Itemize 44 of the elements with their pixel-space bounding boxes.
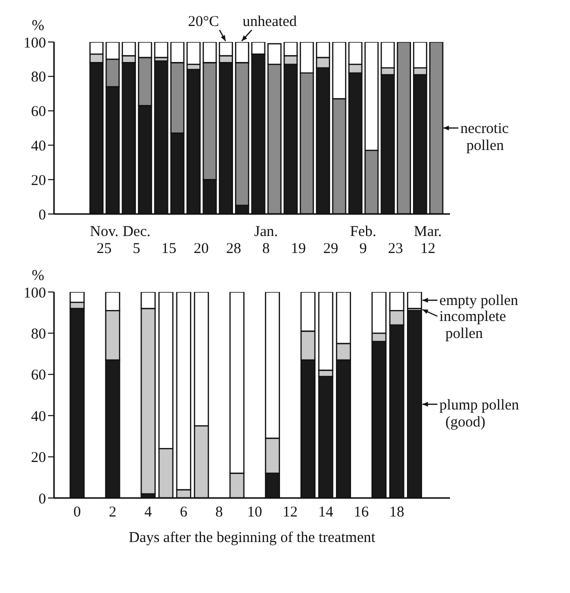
y-tick-label: 100 — [24, 285, 46, 302]
x-tick-label: 29 — [323, 241, 338, 257]
series-label: necrotic pollen — [460, 121, 510, 154]
bar — [154, 42, 168, 58]
x-tick-label: Mar. 12 — [414, 224, 442, 257]
x-axis-title: Days after the beginning of the treatment — [128, 530, 376, 546]
y-tick-label: 20 — [31, 172, 46, 189]
x-tick-label: 4 — [144, 504, 152, 521]
y-tick-label: 40 — [31, 138, 46, 155]
y-axis-title: % — [32, 268, 44, 284]
y-tick-label: 60 — [31, 368, 46, 384]
x-tick-label: 23 — [388, 241, 403, 257]
y-tick-label: 0 — [38, 491, 46, 508]
y-tick-label: 40 — [31, 408, 46, 425]
x-tick-label: Dec. 5 — [122, 224, 150, 257]
y-tick-label: 80 — [31, 326, 46, 343]
x-tick-label: 10 — [247, 504, 262, 521]
x-tick-label: Feb. 9 — [350, 224, 376, 257]
x-tick-label: 12 — [282, 504, 298, 521]
legend-label: plump pollen (good) — [439, 397, 520, 430]
x-tick-label: 19 — [290, 241, 306, 257]
x-tick-label: Jan. 8 — [254, 224, 278, 257]
x-tick-label: 6 — [180, 504, 188, 521]
bar — [407, 292, 422, 310]
y-tick-label: 20 — [31, 450, 46, 466]
x-tick-label: 18 — [389, 504, 404, 521]
x-tick-label: 20 — [194, 241, 209, 257]
y-tick-label: 80 — [31, 70, 46, 86]
legend-label: incomplete pollen — [439, 309, 506, 342]
y-tick-label: 60 — [31, 104, 46, 120]
x-tick-label: Nov. 25 — [90, 224, 118, 257]
y-tick-label: 0 — [38, 207, 46, 224]
x-tick-label: 0 — [73, 504, 81, 521]
legend-label: empty pollen — [439, 293, 519, 310]
text: unheated — [242, 14, 298, 30]
y-tick-label: 100 — [24, 35, 46, 52]
x-tick-label: 15 — [161, 241, 176, 257]
x-tick-label: 16 — [354, 504, 370, 521]
x-tick-label: 14 — [318, 504, 334, 521]
x-tick-label: 8 — [215, 504, 223, 521]
x-tick-label: 2 — [108, 504, 116, 521]
text: 20°C — [188, 14, 220, 30]
y-axis-title: % — [32, 18, 44, 34]
x-tick-label: 28 — [226, 241, 242, 257]
